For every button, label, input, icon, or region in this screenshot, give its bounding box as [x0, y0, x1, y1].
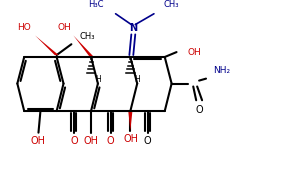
- Text: O: O: [107, 136, 115, 146]
- Polygon shape: [128, 112, 132, 131]
- Text: H₃C: H₃C: [88, 0, 104, 9]
- Text: H: H: [134, 75, 140, 84]
- Text: OH: OH: [31, 136, 46, 146]
- Text: HO: HO: [17, 23, 31, 32]
- Text: CH₃: CH₃: [80, 32, 95, 41]
- Polygon shape: [74, 35, 93, 56]
- Text: O: O: [144, 136, 152, 146]
- Text: NH₂: NH₂: [213, 66, 230, 75]
- Text: N: N: [129, 23, 137, 32]
- Text: O: O: [195, 105, 203, 115]
- Text: CH₃: CH₃: [164, 0, 179, 9]
- Text: OH: OH: [124, 134, 139, 144]
- Polygon shape: [35, 35, 58, 55]
- Text: OH: OH: [83, 136, 98, 146]
- Text: OH: OH: [58, 23, 71, 32]
- Text: OH: OH: [187, 48, 201, 57]
- Text: O: O: [70, 136, 78, 146]
- Text: H: H: [95, 75, 101, 84]
